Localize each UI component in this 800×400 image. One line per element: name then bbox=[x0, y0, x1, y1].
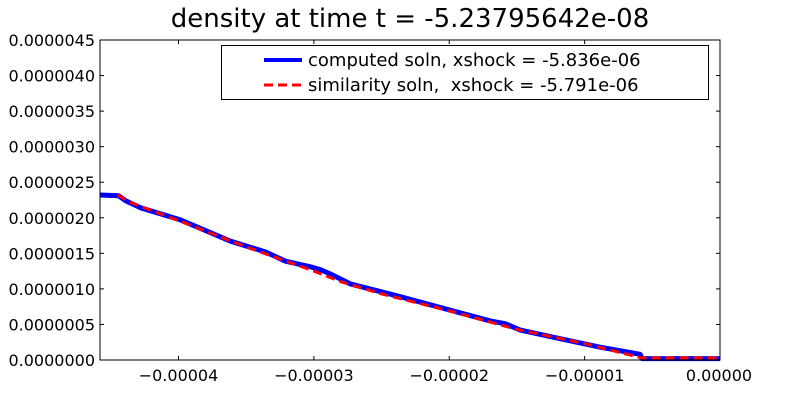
y-tick-label: 0.0000010 bbox=[8, 280, 95, 299]
plot-frame bbox=[99, 39, 721, 361]
y-tick-label: 0.0000005 bbox=[8, 315, 95, 334]
x-tick-label: −0.00001 bbox=[545, 366, 625, 385]
y-tick-label: 0.0000030 bbox=[8, 138, 95, 157]
y-tick-label: 0.0000025 bbox=[8, 173, 95, 192]
y-tick-label: 0.0000015 bbox=[8, 244, 95, 263]
legend-box bbox=[221, 45, 709, 100]
series-line-similarity bbox=[116, 193, 720, 360]
y-tick-label: 0.0000020 bbox=[8, 209, 95, 228]
x-tick-label: −0.00004 bbox=[139, 366, 219, 385]
series-line-computed bbox=[100, 192, 720, 362]
x-tick-label: 0.00000 bbox=[686, 366, 752, 385]
y-tick-label: 0.0000045 bbox=[8, 31, 95, 50]
x-tick-label: −0.00002 bbox=[409, 366, 489, 385]
legend-label-computed: computed soln, xshock = -5.836e-06 bbox=[308, 50, 641, 71]
chart-title: density at time t = -5.23795642e-08 bbox=[171, 4, 650, 34]
x-tick-label: −0.00003 bbox=[274, 366, 354, 385]
y-tick-label: 0.0000035 bbox=[8, 102, 95, 121]
legend-label-similarity: similarity soln, xshock = -5.791e-06 bbox=[308, 75, 639, 96]
y-tick-label: 0.0000040 bbox=[8, 67, 95, 86]
y-tick-label: 0.0000000 bbox=[8, 351, 95, 370]
legend: computed soln, xshock = -5.836e-06 simil… bbox=[221, 45, 709, 100]
